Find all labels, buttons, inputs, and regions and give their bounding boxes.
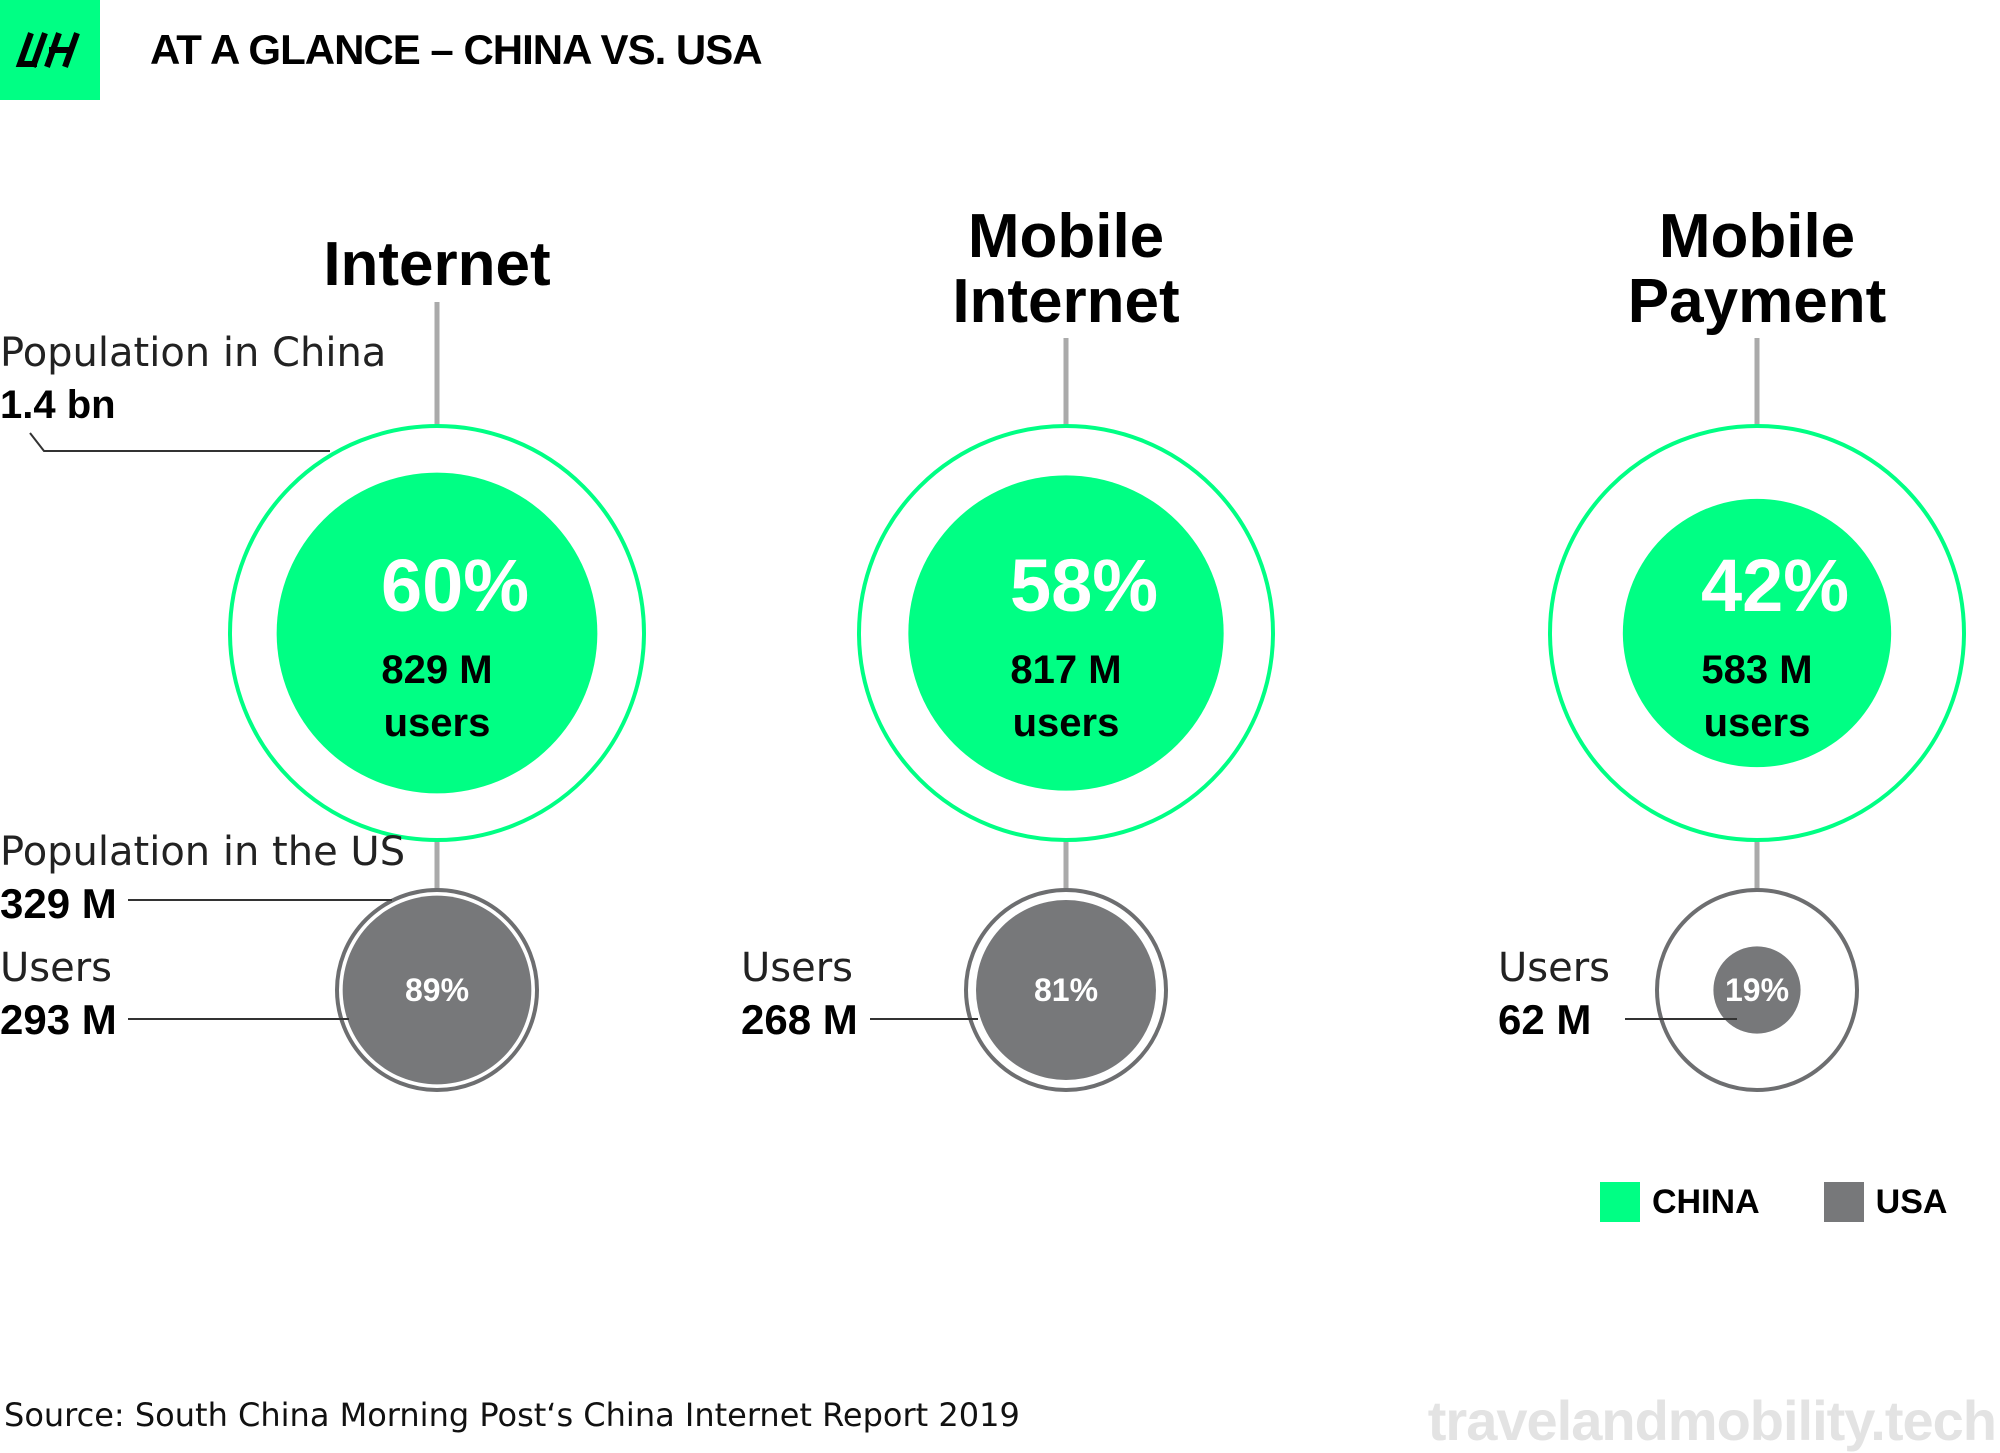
usa-percent-label-mobile-internet: 81% <box>1034 972 1098 1008</box>
brand-logo <box>0 0 100 100</box>
legend-item-china: CHINA <box>1600 1182 1760 1222</box>
usa-users-bubble-mobile-internet <box>976 900 1156 1080</box>
china-users-bubble-mobile-internet <box>908 475 1224 791</box>
china-percent-label-mobile-payment: 42% <box>1701 544 1849 627</box>
logo-mark-icon <box>15 32 80 68</box>
usa-percent-label-internet: 89% <box>405 972 469 1008</box>
china-users-value-mobile-internet: 817 M <box>1010 648 1121 692</box>
legend-label-china: CHINA <box>1652 1182 1760 1221</box>
china-users-bubble-mobile-payment <box>1622 498 1892 768</box>
legend-swatch-usa <box>1823 1182 1864 1222</box>
category-title-mobile-payment-line2: Payment <box>1628 267 1886 336</box>
source-note: Source: South China Morning Post‘s China… <box>4 1396 1020 1434</box>
usa-percent-label-mobile-payment: 19% <box>1725 972 1789 1008</box>
usa-population-value: 329 M <box>0 880 117 927</box>
usa-users-caption-mobile-payment: Users <box>1498 945 1610 991</box>
watermark: travelandmobility.tech <box>1427 1389 1997 1452</box>
legend-item-usa: USA <box>1823 1182 1948 1222</box>
legend-label-usa: USA <box>1875 1182 1948 1221</box>
legend-swatch-china <box>1600 1182 1640 1222</box>
usa-users-bubble-mobile-payment <box>1713 946 1801 1034</box>
usa-users-value-mobile-internet: 268 M <box>741 996 858 1043</box>
category-title-internet: Internet <box>323 230 550 299</box>
china-population-caption: Population in China <box>0 330 386 376</box>
usa-users-caption-internet: Users <box>0 945 112 991</box>
china-population-leader <box>29 432 330 452</box>
legend: CHINA USA <box>1600 1182 2000 1222</box>
china-percent-label-mobile-internet: 58% <box>1010 544 1158 627</box>
china-percent-label-internet: 60% <box>381 544 529 627</box>
china-users-value-mobile-payment: 583 M <box>1701 648 1812 692</box>
category-title-mobile-internet-line2: Internet <box>952 267 1179 336</box>
china-population-value: 1.4 bn <box>0 383 116 427</box>
china-users-word-mobile-payment: users <box>1704 701 1811 745</box>
china-users-word-internet: users <box>384 701 491 745</box>
usa-users-caption-mobile-internet: Users <box>741 945 853 991</box>
category-title-mobile-internet-line1: Mobile <box>968 202 1164 271</box>
usa-users-value-internet: 293 M <box>0 996 117 1043</box>
usa-users-value-mobile-payment: 62 M <box>1498 996 1591 1043</box>
china-users-word-mobile-internet: users <box>1013 701 1120 745</box>
china-users-value-internet: 829 M <box>381 648 492 692</box>
china-users-bubble-internet <box>276 472 598 794</box>
usa-population-caption: Population in the US <box>0 829 405 875</box>
category-title-mobile-payment-line1: Mobile <box>1659 202 1855 271</box>
usa-users-bubble-internet <box>342 895 532 1085</box>
page-title: AT A GLANCE – CHINA VS. USA <box>150 26 763 73</box>
